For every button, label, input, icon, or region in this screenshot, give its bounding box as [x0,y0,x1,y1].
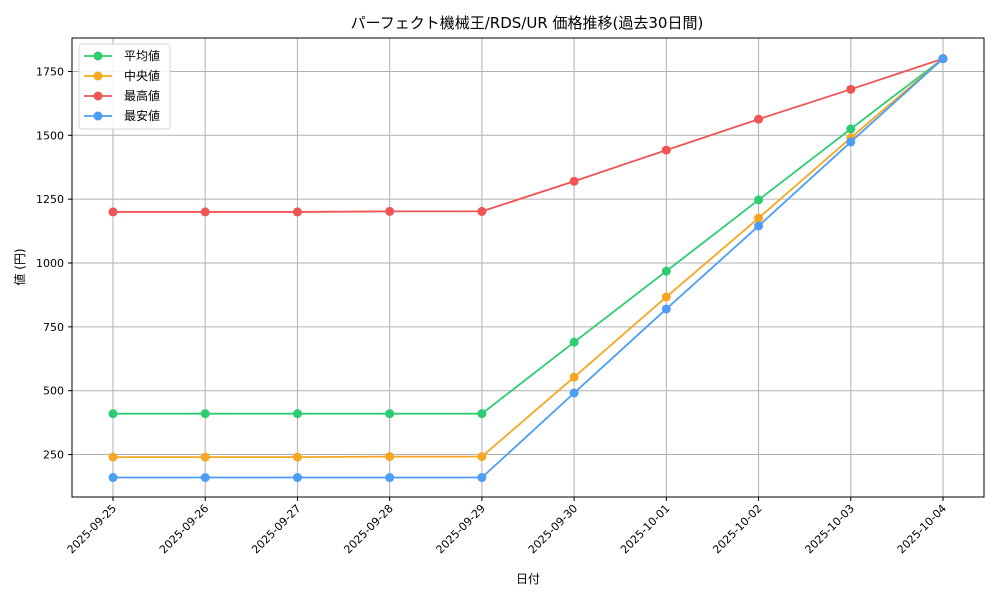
data-point [108,452,118,462]
data-point [661,292,671,302]
legend-item: 中央値 [84,68,160,83]
y-tick-label: 1750 [36,65,64,78]
x-tick-label: 2025-10-02 [710,502,764,556]
data-point [754,114,764,124]
data-point [108,409,118,419]
y-tick-label: 1250 [36,193,64,206]
data-point [569,372,579,382]
data-point [477,409,487,419]
series-line [113,58,944,479]
series-line [113,57,944,213]
y-tick-label: 1500 [36,129,64,142]
data-point [569,388,579,398]
x-tick-label: 2025-09-30 [526,502,580,556]
data-point [200,207,210,217]
data-point [754,221,764,231]
data-point [661,145,671,155]
legend-marker-icon [93,111,103,121]
data-point [385,473,395,483]
x-tick-label: 2025-09-28 [341,502,395,556]
data-point [292,207,302,217]
legend-item: 最高値 [84,88,160,103]
y-tick-label: 1000 [36,257,64,270]
data-point [938,54,948,64]
data-point [569,337,579,347]
data-point [477,206,487,216]
series-line [113,57,944,459]
series-1 [108,54,948,462]
y-tick-label: 250 [43,449,64,462]
legend-label: 最高値 [124,88,160,103]
data-point [292,473,302,483]
legend-label: 平均値 [124,48,160,63]
data-point [846,84,856,94]
x-tick-label: 2025-10-01 [618,502,672,556]
x-tick-label: 2025-09-26 [157,502,211,556]
legend-box [78,43,171,130]
x-tick-label: 2025-10-03 [802,502,856,556]
data-point [292,409,302,419]
data-point [477,452,487,462]
data-point [846,124,856,134]
data-point [846,137,856,147]
series-0 [108,54,948,419]
chart-title: パーフェクト機械王/RDS/UR 価格推移(過去30日間) [351,14,704,32]
x-tick-label: 2025-09-25 [65,502,119,556]
legend-marker-icon [93,51,103,61]
legend-item: 平均値 [84,48,160,63]
legend-marker-icon [93,71,103,81]
data-point [200,452,210,462]
data-point [108,207,118,217]
data-point [292,452,302,462]
legend-label: 最安値 [124,108,160,123]
grid-lines [72,38,984,497]
y-tick-label: 500 [43,385,64,398]
x-tick-label: 2025-09-27 [249,502,303,556]
data-point [385,206,395,216]
series-lines [108,54,948,483]
data-point [754,213,764,223]
data-point [200,409,210,419]
y-axis-label: 値 (円) [12,248,27,285]
series-line [113,57,944,415]
plot-frame [71,37,985,498]
x-tick-label: 2025-10-04 [895,502,949,556]
legend-marker-icon [93,91,103,101]
data-point [200,473,210,483]
x-axis-label: 日付 [516,572,540,586]
series-3 [108,54,948,483]
data-point [385,452,395,462]
data-point [108,473,118,483]
data-point [661,266,671,276]
data-point [477,473,487,483]
y-axis: 250 500 750 1000 1250 1500 1750 [36,65,72,462]
data-point [661,304,671,314]
data-point [385,409,395,419]
data-point [569,176,579,186]
y-tick-label: 750 [43,321,64,334]
legend-item: 最安値 [84,108,160,123]
legend-label: 中央値 [124,68,160,83]
x-axis: 2025-09-25 2025-09-26 2025-09-27 2025-09-28… [65,497,949,556]
data-point [754,195,764,205]
x-tick-label: 2025-09-29 [434,502,488,556]
